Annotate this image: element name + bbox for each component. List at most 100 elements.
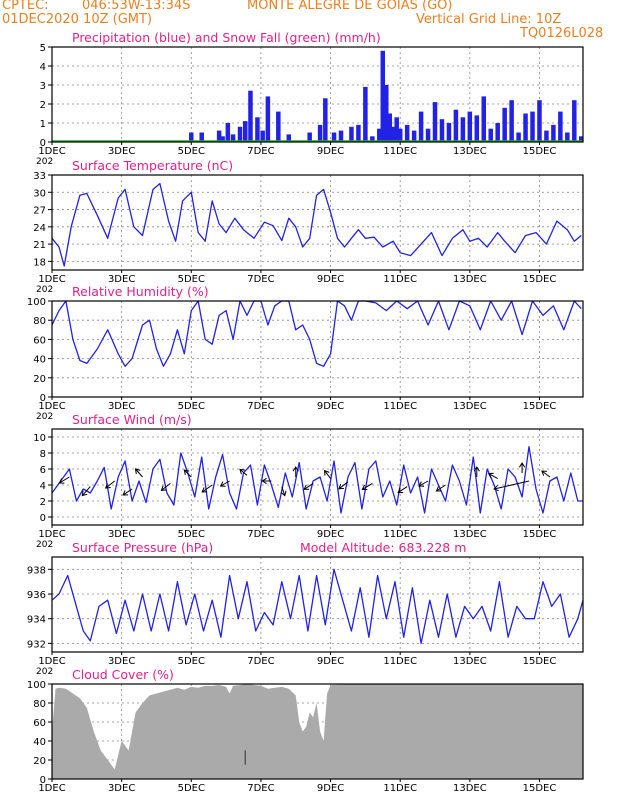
header-coords: 046:53W-13:34S [82,0,191,13]
precip-bar [230,134,236,142]
wind-vector-head [201,487,208,493]
precip-bar [349,126,354,142]
pres-xtick-label: 15DEC [523,656,557,667]
precip-bar [572,100,577,142]
temp-frame [51,174,584,271]
rh-ytick-label: 20 [33,374,46,385]
rh-xtick-label: 9DEC [317,401,344,412]
precip-bar [286,134,292,142]
pres-panel [48,556,584,655]
precip-bar [397,128,403,142]
wind-vector [362,482,373,490]
header-grid-line: Vertical Grid Line: 10Z [416,12,562,27]
rh-ytick-label: 100 [27,297,46,308]
rh-ytick-label: 60 [33,335,46,346]
cloud-xtick-label: 3DEC [108,783,135,794]
precip-xtick-label: 5DEC [178,146,205,157]
precip-bar [307,132,312,142]
wind-vector-head [160,485,167,491]
precip-bar [220,136,225,142]
precip-xtick-label: 9DEC [317,146,344,157]
rh-xtick-label: 13DEC [453,401,487,412]
precip-xtick-label: 3DEC [108,146,135,157]
temp-ytick-label: 30 [33,188,46,199]
precip-bar [495,123,500,142]
precip-bar [356,124,361,142]
precip-bar [551,124,556,142]
temp-xtick-label: 15DEC [523,274,557,285]
precip-bar [509,100,514,142]
precip-bar [380,50,386,142]
wind-vector-head [303,484,310,490]
pres-xtick-label: 5DEC [178,656,205,667]
precip-bar [439,119,445,142]
precip-bar [418,111,424,142]
pres-subtitle: Model Altitude: 683.228 m [300,540,466,555]
precip-bar [460,117,466,142]
wind-xtick-label: 13DEC [453,529,487,540]
header-run-time: 01DEC2020 10Z (GMT) [2,12,153,27]
precip-xtick-label: 13DEC [453,146,487,157]
wind-vector [105,480,115,489]
rh-title: Relative Humidity (%) [72,284,209,299]
temp-panel [48,174,584,273]
rh-ytick-label: 0 [40,393,46,404]
cloud-area [52,684,583,779]
wind-year-fragment: 202 [36,540,53,550]
wind-xtick-label: 7DEC [247,529,274,540]
precip-bar [446,123,452,142]
cloud-ytick-label: 100 [27,680,46,691]
precip-bar [425,128,431,142]
pres-xtick-label: 7DEC [247,656,274,667]
wind-panel [48,428,584,528]
wind-xtick-label: 11DEC [383,529,417,540]
wind-ytick-label: 6 [40,465,46,476]
temp-line [51,182,582,267]
precip-bar [474,115,480,142]
precip-bar [530,111,535,142]
precip-xtick-label: 11DEC [383,146,417,157]
wind-title: Surface Wind (m/s) [72,412,192,427]
precip-bar [216,130,222,142]
cloud-ytick-label: 0 [40,775,46,786]
cloud-xtick-label: 7DEC [247,783,274,794]
wind-ytick-label: 10 [33,433,46,444]
wind-ytick-label: 0 [40,513,46,524]
temp-xtick-label: 9DEC [317,274,344,285]
precip-title: Precipitation (blue) and Snow Fall (gree… [72,30,381,45]
precip-ytick-label: 1 [40,119,46,130]
precip-panel [48,46,584,145]
cloud-panel [48,683,584,782]
pres-year-fragment: 202 [36,667,53,677]
temp-xtick-label: 3DEC [108,274,135,285]
pres-ytick-label: 936 [27,590,46,601]
wind-vector-head [81,490,88,497]
wind-vector-head [292,466,299,472]
cloud-xtick-label: 11DEC [383,783,417,794]
precip-bar [276,111,281,142]
wind-vector-head [323,469,330,476]
precip-bar [370,136,375,142]
wind-vector [303,482,314,490]
precip-bar [331,132,337,142]
temp-xtick-label: 7DEC [247,274,274,285]
precip-bar [502,107,507,142]
precip-bar [404,124,410,142]
precip-bar [537,100,542,142]
precip-bar [467,111,473,142]
wind-ytick-label: 2 [40,497,46,508]
temp-title: Surface Temperature (nC) [72,158,233,173]
wind-xtick-label: 5DEC [178,529,205,540]
wind-xtick-label: 3DEC [108,529,135,540]
precip-ytick-label: 2 [40,100,46,111]
rh-ytick-label: 80 [33,316,46,327]
precip-xtick-label: 15DEC [523,146,557,157]
rh-xtick-label: 11DEC [383,401,417,412]
wind-xtick-label: 9DEC [317,529,344,540]
wind-vector [59,476,70,484]
precip-bar [225,123,231,142]
precip-xtick-label: 1DEC [38,146,65,157]
precip-bar [544,130,549,142]
precip-bar [237,126,243,142]
precip-bar [255,117,260,142]
